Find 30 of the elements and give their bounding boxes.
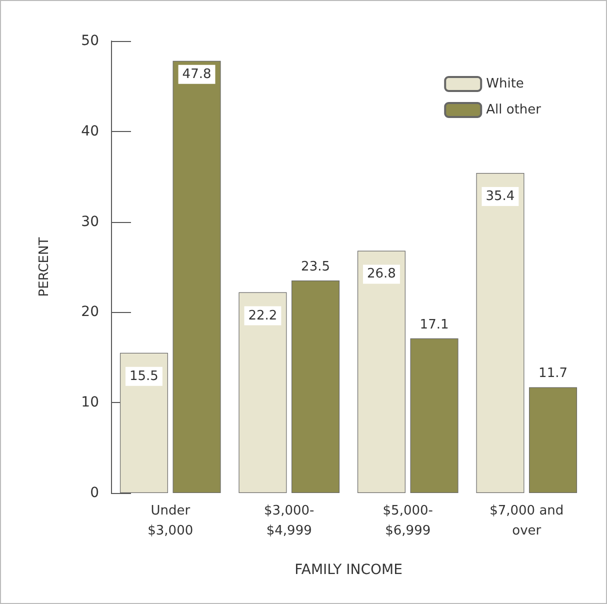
y-tick-label: 0 xyxy=(90,485,99,501)
x-tick-label: $3,000- $4,999 xyxy=(264,504,315,538)
data-label: 15.5 xyxy=(130,368,158,384)
bar xyxy=(476,172,524,493)
x-tick-label: Under $3,000 xyxy=(148,504,194,538)
x-tick-label: $7,000 and over xyxy=(490,504,564,538)
x-tick-label: $5,000- $6,999 xyxy=(382,504,434,538)
data-label: 35.4 xyxy=(486,188,515,204)
bar xyxy=(357,250,406,493)
y-axis-title: PERCENT xyxy=(37,237,52,297)
data-label: 22.2 xyxy=(248,308,278,324)
data-label: 47.8 xyxy=(182,66,212,82)
y-tick-label: 10 xyxy=(81,394,99,411)
bar xyxy=(529,387,578,493)
data-label: 17.1 xyxy=(420,317,449,332)
y-tick-label: 20 xyxy=(81,304,99,320)
bar xyxy=(120,352,168,493)
y-tick-label: 30 xyxy=(81,214,99,230)
data-label: 23.5 xyxy=(301,260,330,275)
data-label: 26.8 xyxy=(367,266,396,282)
bar xyxy=(410,338,458,493)
y-tick-label: 50 xyxy=(81,33,99,49)
bar xyxy=(292,280,340,493)
bar xyxy=(172,60,221,493)
legend-label: White xyxy=(486,76,524,92)
data-label: 11.7 xyxy=(538,366,568,382)
bar xyxy=(238,292,287,493)
legend-label: All other xyxy=(486,102,542,118)
x-axis-title: FAMILY INCOME xyxy=(294,562,402,578)
y-tick-label: 40 xyxy=(81,123,99,140)
